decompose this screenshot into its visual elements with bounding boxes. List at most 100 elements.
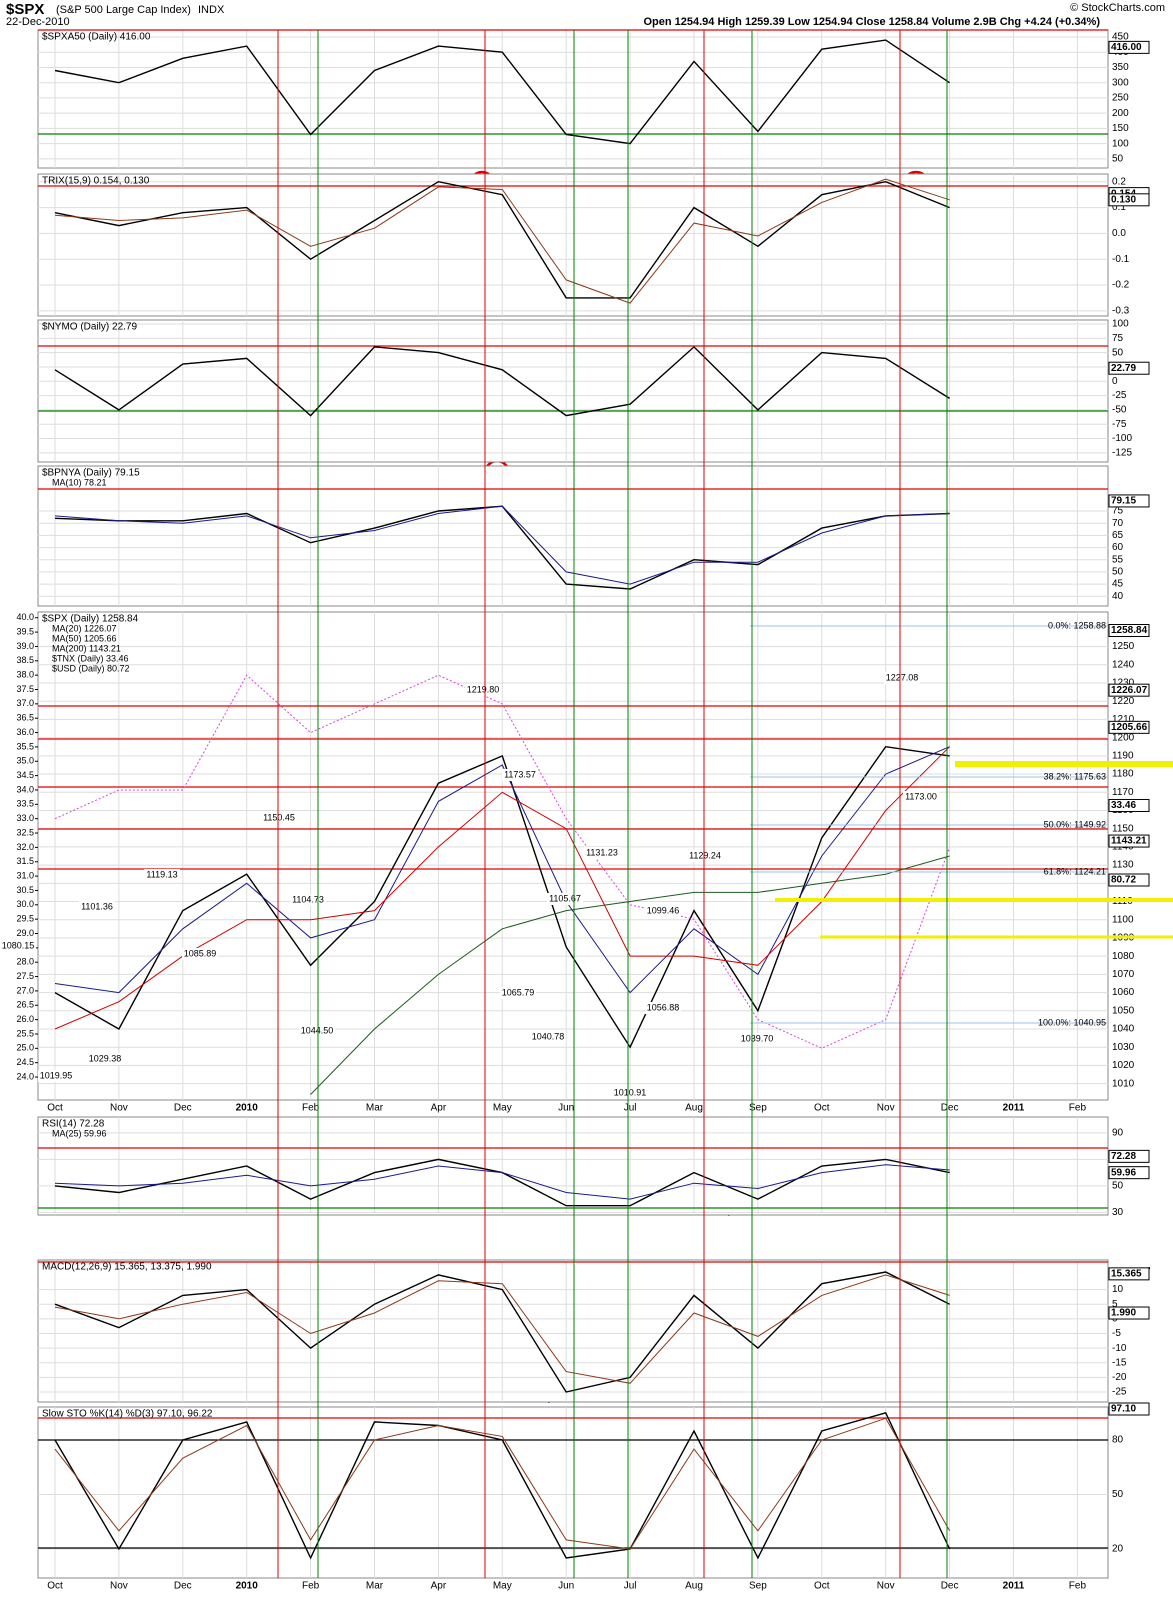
value-box <box>1108 1402 1150 1416</box>
y-tick-label: 65 <box>1112 530 1124 541</box>
y-tick-label: 0.2 <box>1112 176 1126 187</box>
exchange: INDX <box>198 4 225 16</box>
value-box <box>1108 624 1150 638</box>
y-tick-label: 1080 <box>1112 951 1135 962</box>
y-tick-label: 100 <box>1112 319 1129 330</box>
x-tick-label: Oct <box>47 1581 63 1592</box>
value-box <box>1108 1306 1150 1320</box>
price-annotation: 1029.38 <box>89 1053 122 1063</box>
price-annotation: 1119.13 <box>146 869 177 879</box>
series-line <box>54 1274 950 1384</box>
y-tick-label: 1040 <box>1112 1024 1135 1035</box>
y-tick-label: 1150 <box>1112 823 1134 834</box>
x-tick-label: Sep <box>749 1581 767 1592</box>
annotation-box <box>884 672 920 684</box>
y-tick-label: -0.2 <box>1112 280 1130 291</box>
x-tick-label: Oct <box>814 1581 830 1592</box>
series-line <box>54 345 950 417</box>
y-tick-label: 70 <box>1112 518 1124 529</box>
y-tick-label: 450 <box>1112 32 1129 43</box>
x-tick-label: Feb <box>1069 1581 1087 1592</box>
value-box <box>1108 361 1150 375</box>
x-tick-label: Feb <box>1069 1103 1087 1114</box>
y-tick-label: 50 <box>1112 154 1124 165</box>
price-annotation: 1099.46 <box>647 905 680 915</box>
value-box <box>1108 873 1150 887</box>
legend-entry: MA(25) 59.96 <box>52 1128 107 1138</box>
x-tick-label: Jul <box>624 1581 637 1592</box>
x-tick-label: Dec <box>941 1103 959 1114</box>
x-tick-label: 2011 <box>1003 1103 1025 1114</box>
legend-entry: MA(50) 1205.66 <box>52 633 117 643</box>
y2-tick-label: 29.0 <box>16 928 34 938</box>
value-label: 79.15 <box>1111 496 1136 507</box>
value-box <box>1108 1267 1150 1281</box>
series-line <box>310 855 950 1095</box>
y-tick-label: 150 <box>1112 123 1129 134</box>
y-tick-label: 1200 <box>1112 732 1135 743</box>
x-tick-label: Oct <box>47 1103 63 1114</box>
y2-tick-label: 38.0 <box>16 670 34 680</box>
y-tick-label: 30 <box>1112 1207 1124 1218</box>
x-tick-label: Dec <box>174 1581 192 1592</box>
x-tick-label: Nov <box>110 1103 128 1114</box>
y-tick-label: -50 <box>1112 405 1127 416</box>
panel-frame <box>37 173 1109 317</box>
y-tick-label: 75 <box>1112 506 1124 517</box>
value-box <box>1108 1166 1150 1180</box>
price-annotation: 1044.50 <box>301 1025 334 1035</box>
y2-tick-label: 27.5 <box>16 971 34 981</box>
annotation-box <box>687 850 723 862</box>
x-tick-label: Mar <box>366 1581 384 1592</box>
value-label: 22.79 <box>1111 363 1136 374</box>
y-tick-label: -75 <box>1112 419 1127 430</box>
series-line <box>54 1411 951 1560</box>
price-annotation: 1010.91 <box>614 1087 647 1097</box>
series-line <box>54 1164 950 1200</box>
panel-frame <box>37 1406 1109 1579</box>
x-tick-label: Apr <box>431 1581 447 1592</box>
value-label: 1205.66 <box>1111 722 1148 733</box>
y-tick-label: 1210 <box>1112 714 1135 725</box>
y-tick-label: 1220 <box>1112 696 1135 707</box>
value-label: 1226.07 <box>1111 685 1148 696</box>
y2-tick-label: 30.0 <box>16 899 34 909</box>
annotation-box <box>739 1033 775 1045</box>
y2-tick-label: 39.5 <box>16 626 34 636</box>
annotation-box <box>261 812 297 824</box>
y-tick-label: -100 <box>1112 433 1132 444</box>
y-tick-label: -5 <box>1112 1328 1121 1339</box>
series-line <box>54 1417 951 1550</box>
annotation-box <box>79 901 115 913</box>
price-annotation: 1056.88 <box>647 1002 680 1012</box>
series-line <box>54 505 950 585</box>
date: 22-Dec-2010 <box>6 16 70 28</box>
y-tick-label: 1250 <box>1112 641 1135 652</box>
fib-label: 50.0%: 1149.92 <box>1044 819 1106 829</box>
price-annotation: 1173.57 <box>504 769 536 779</box>
price-annotation: 1105.67 <box>549 893 581 903</box>
price-annotation: 1065.79 <box>502 987 535 997</box>
price-annotation: 1173.00 <box>905 791 937 801</box>
x-tick-label: 2010 <box>236 1581 259 1592</box>
series-line <box>54 39 950 145</box>
y-tick-label: 1060 <box>1112 987 1135 998</box>
y2-tick-label: 31.0 <box>16 870 34 880</box>
x-tick-label: May <box>493 1581 512 1592</box>
annotation-box <box>290 894 326 906</box>
fib-label: 61.8%: 1124.21 <box>1044 866 1106 876</box>
y2-tick-label: 34.0 <box>16 784 34 794</box>
annotation-box <box>0 940 36 952</box>
x-tick-label: Aug <box>685 1103 703 1114</box>
value-box <box>1108 193 1150 207</box>
value-label: 416.00 <box>1111 42 1142 53</box>
value-label: 97.10 <box>1111 1404 1136 1415</box>
y-tick-label: 0.1 <box>1112 202 1126 213</box>
annotation-box <box>502 769 538 781</box>
y2-tick-label: 37.0 <box>16 698 34 708</box>
x-tick-label: Mar <box>366 1103 384 1114</box>
y-tick-label: -0.1 <box>1112 254 1130 265</box>
y-tick-label: 0 <box>1112 376 1118 387</box>
panel-frame <box>37 1259 1109 1403</box>
